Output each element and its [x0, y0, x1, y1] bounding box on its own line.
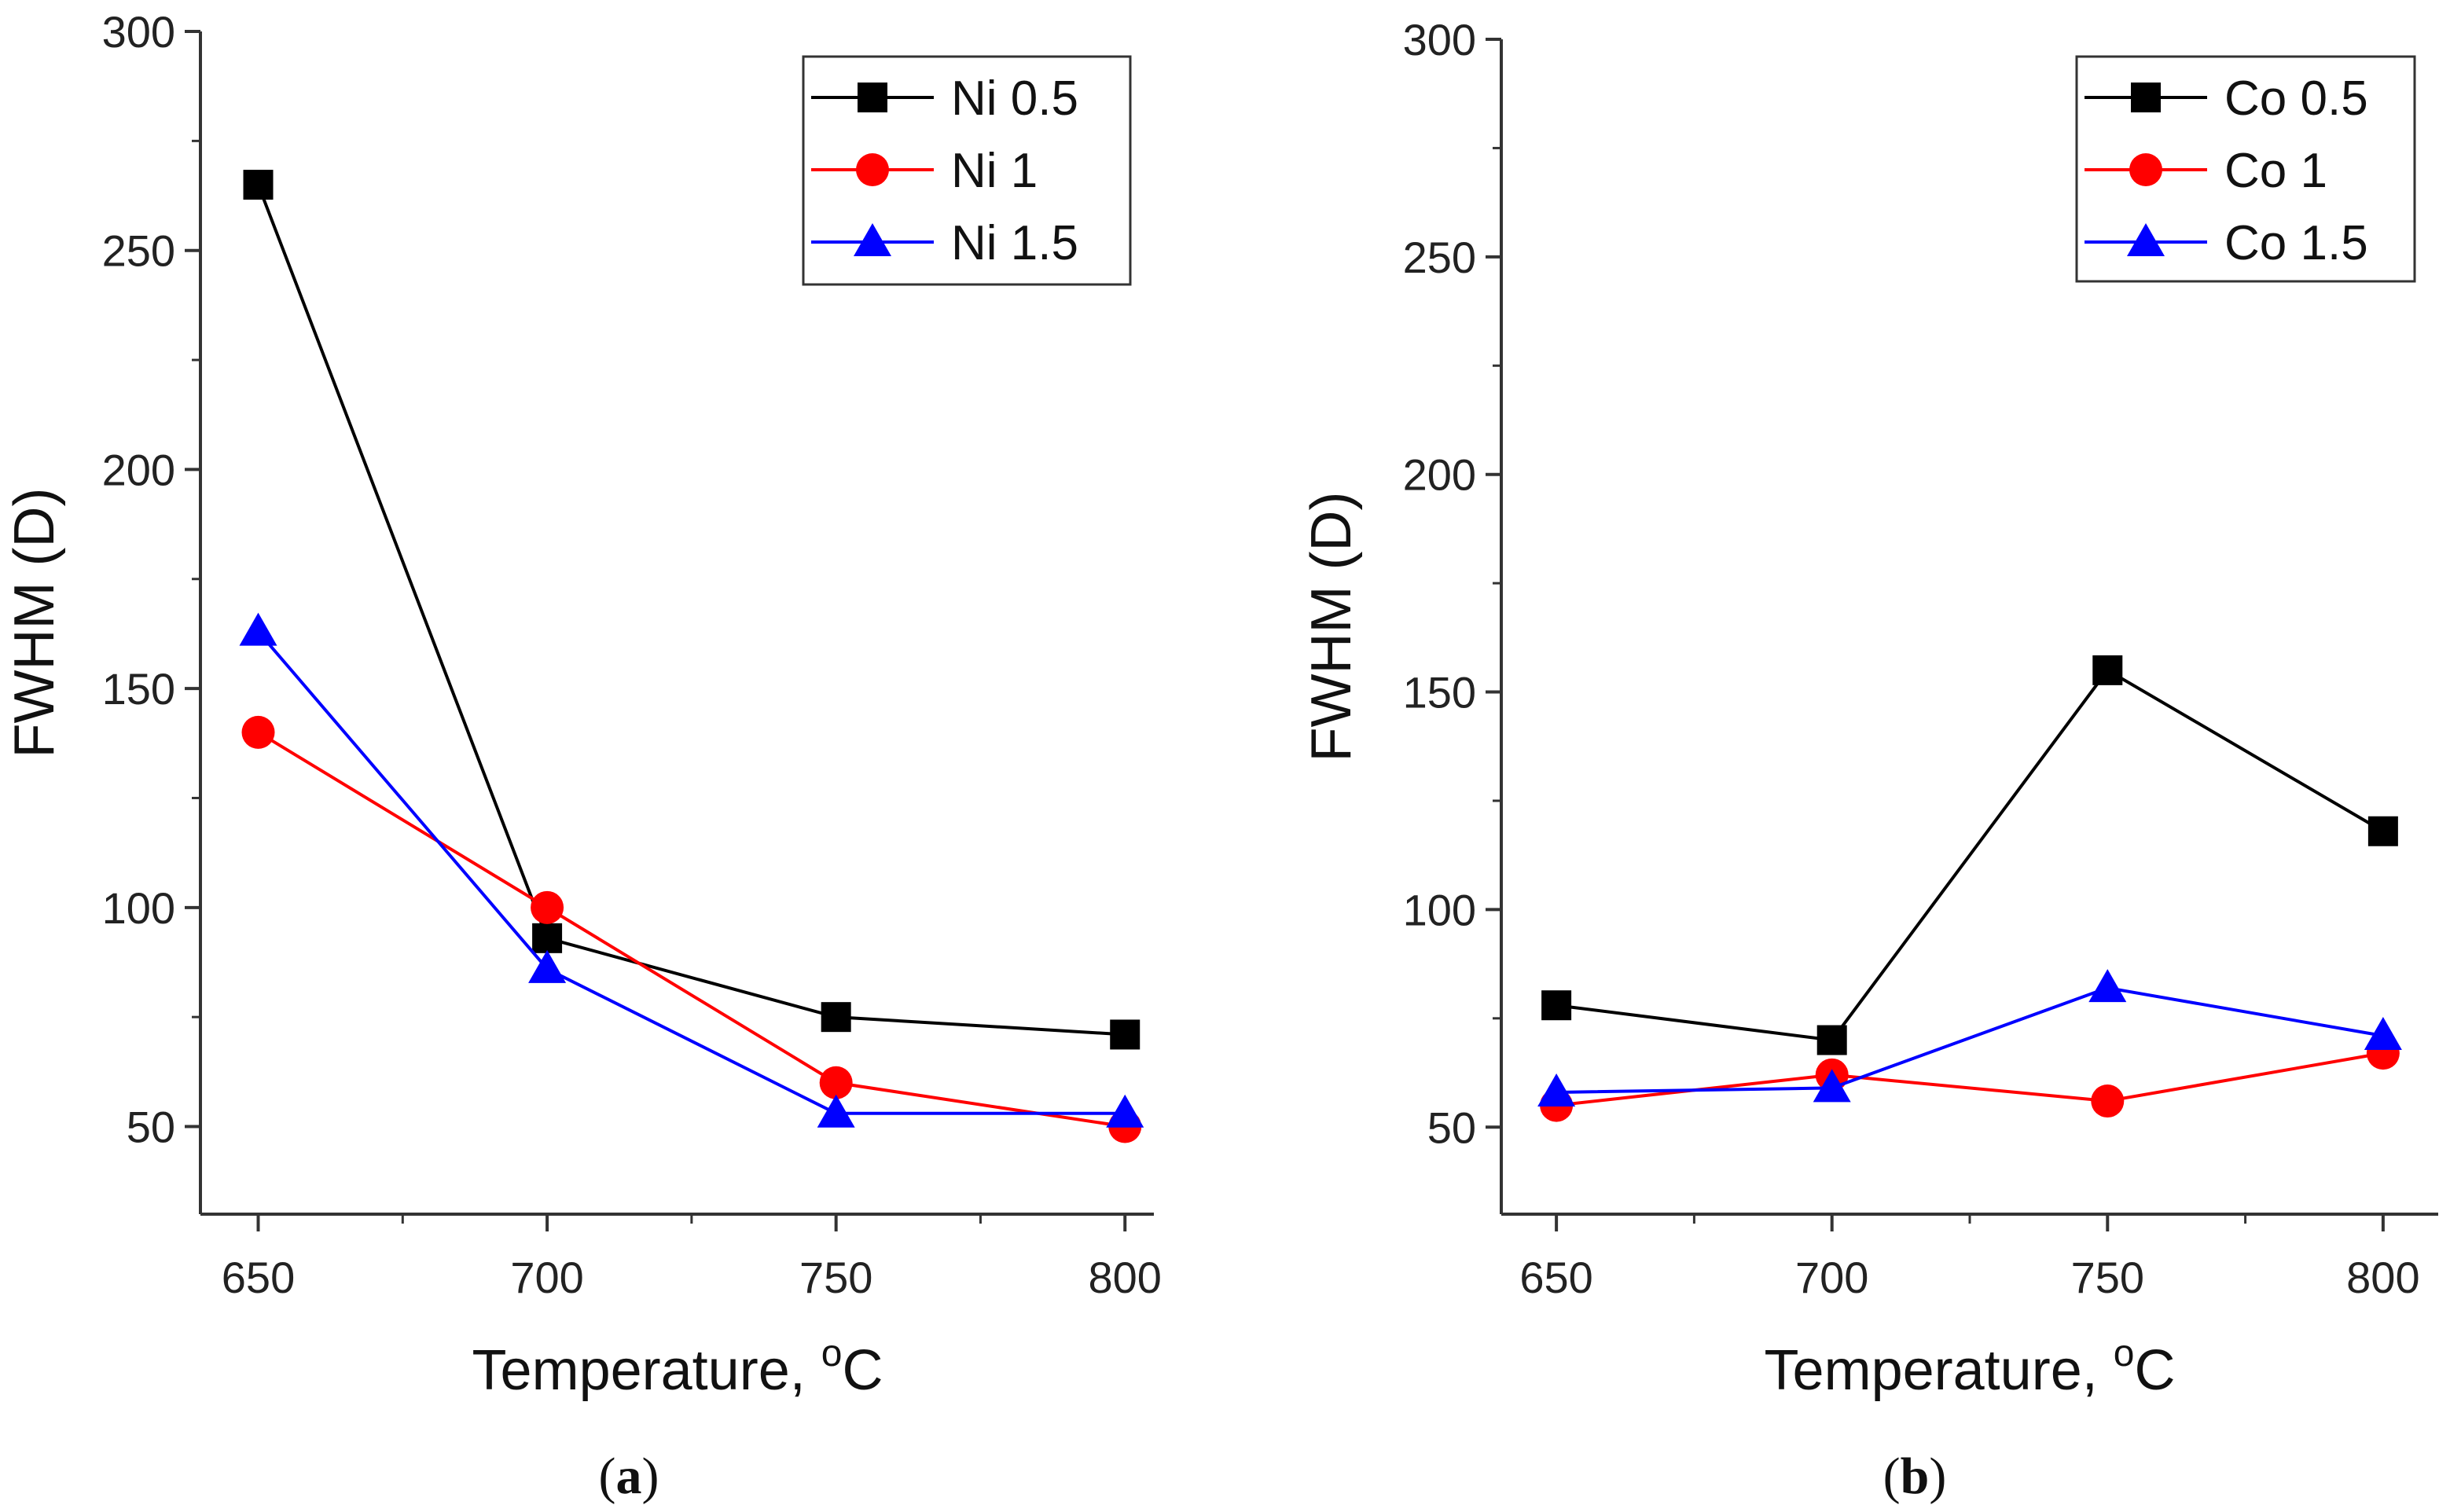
x-tick-label-750: 750: [799, 1253, 872, 1302]
y-axis-title: FWHM (D): [3, 488, 66, 758]
legend-item: Ni 0.5: [811, 72, 1078, 126]
data-point-750: [2088, 969, 2127, 1003]
panel-label-open: (: [1883, 1448, 1901, 1505]
data-point-700: [528, 949, 567, 983]
x-axis-title-unit: C: [842, 1339, 883, 1402]
data-point-650: [241, 715, 275, 749]
y-tick-label-200: 200: [1403, 450, 1476, 500]
series-ni-1.5: [239, 612, 1144, 1128]
data-point-700: [1816, 1025, 1847, 1055]
data-point-750: [2091, 1084, 2125, 1118]
x-tick-label-800: 800: [2346, 1253, 2419, 1302]
legend: Co 0.5 Co 1 Co 1.5: [2075, 55, 2416, 283]
panel-label-letter: a: [616, 1448, 642, 1505]
x-axis-title: Temperature, oC: [1765, 1333, 2176, 1402]
series-line: [1556, 1051, 2384, 1107]
data-point-800: [1106, 1094, 1144, 1128]
chart-panel-b: 50 100 150 200 250 300 650 700 750 800 FWHM (D) Tem…: [1300, 15, 2438, 1505]
legend-item: Co 1: [2085, 144, 2327, 198]
data-point-750: [2092, 655, 2123, 685]
legend: Ni 0.5 Ni 1 Ni 1.5: [802, 55, 1132, 286]
panel-label-close: ): [642, 1448, 659, 1505]
x-axis-title-degree: o: [2114, 1333, 2135, 1374]
y-tick-label-200: 200: [102, 445, 175, 494]
data-point-800: [1110, 1019, 1141, 1050]
x-axis-title-degree: o: [821, 1333, 843, 1374]
data-point-800: [2364, 1016, 2402, 1050]
x-axis-title-main: Temperature,: [472, 1339, 821, 1402]
y-tick-label-100: 100: [1403, 885, 1476, 934]
y-tick-label-150: 150: [1403, 668, 1476, 717]
panel-label-open: (: [599, 1448, 616, 1505]
data-point-650: [1537, 1073, 1576, 1106]
series-line: [256, 184, 1126, 1037]
legend-label: Co 1.5: [2224, 216, 2368, 270]
panel-label-close: ): [1929, 1448, 1946, 1505]
legend-label: Ni 0.5: [951, 72, 1078, 126]
data-point-650: [243, 170, 274, 200]
data-point-650: [1541, 990, 1572, 1021]
data-point-700: [532, 923, 563, 953]
chart-panel-a: 50 100 150 200 250 300 650 700 750 800 FWHM (D) Tem…: [3, 7, 1162, 1505]
series-ni-1: [241, 715, 1142, 1143]
data-point-650: [239, 612, 277, 646]
y-tick-label-250: 250: [102, 226, 175, 276]
legend-marker: [2127, 223, 2165, 256]
legend-item: Ni 1: [811, 144, 1038, 198]
series-co-1.5: [1537, 969, 2402, 1106]
legend-label: Co 1: [2224, 144, 2327, 198]
legend-marker: [858, 83, 887, 112]
panel-label: (a): [599, 1448, 659, 1505]
data-point-800: [2367, 816, 2398, 846]
legend-item: Ni 1.5: [811, 216, 1078, 270]
legend-marker: [854, 223, 891, 256]
x-tick-label-800: 800: [1089, 1253, 1162, 1302]
y-tick-label-300: 300: [102, 7, 175, 57]
x-tick-label-750: 750: [2071, 1253, 2144, 1302]
panel-label-letter: b: [1901, 1448, 1930, 1505]
series-line: [256, 630, 1126, 1115]
data-point-750: [819, 1066, 853, 1099]
y-tick-label-50: 50: [127, 1103, 175, 1152]
legend-marker: [2129, 153, 2162, 186]
legend-label: Co 0.5: [2224, 72, 2368, 126]
y-tick-label-50: 50: [1427, 1103, 1476, 1152]
legend-marker: [856, 153, 889, 186]
data-point-750: [821, 1002, 851, 1033]
series-co-1: [1540, 1037, 2400, 1122]
y-tick-label-100: 100: [102, 883, 175, 933]
series-ni-0.5: [243, 170, 1141, 1050]
legend-item: Co 1.5: [2085, 216, 2368, 270]
series-co-0.5: [1541, 655, 2398, 1055]
x-axis-title-main: Temperature,: [1765, 1339, 2114, 1402]
legend-marker: [2131, 83, 2161, 112]
data-point-700: [531, 890, 564, 924]
x-tick-label-700: 700: [1795, 1253, 1868, 1302]
y-axis-title: FWHM (D): [1300, 492, 1363, 762]
x-axis-title-unit: C: [2134, 1339, 2175, 1402]
x-axis-title: Temperature, oC: [472, 1333, 883, 1402]
legend-label: Ni 1: [951, 144, 1038, 198]
series-line: [1556, 668, 2384, 1042]
series-line: [1556, 986, 2384, 1094]
series-line: [257, 731, 1126, 1128]
panel-label: (b): [1883, 1448, 1947, 1505]
data-point-700: [1813, 1069, 1851, 1103]
legend-label: Ni 1.5: [951, 216, 1078, 270]
x-tick-label-650: 650: [222, 1253, 295, 1302]
y-tick-label-150: 150: [102, 664, 175, 714]
y-tick-label-250: 250: [1403, 233, 1476, 282]
x-tick-label-650: 650: [1519, 1253, 1592, 1302]
y-tick-label-300: 300: [1403, 15, 1476, 64]
legend-item: Co 0.5: [2085, 72, 2368, 126]
x-tick-label-700: 700: [510, 1253, 583, 1302]
data-point-750: [817, 1094, 855, 1128]
